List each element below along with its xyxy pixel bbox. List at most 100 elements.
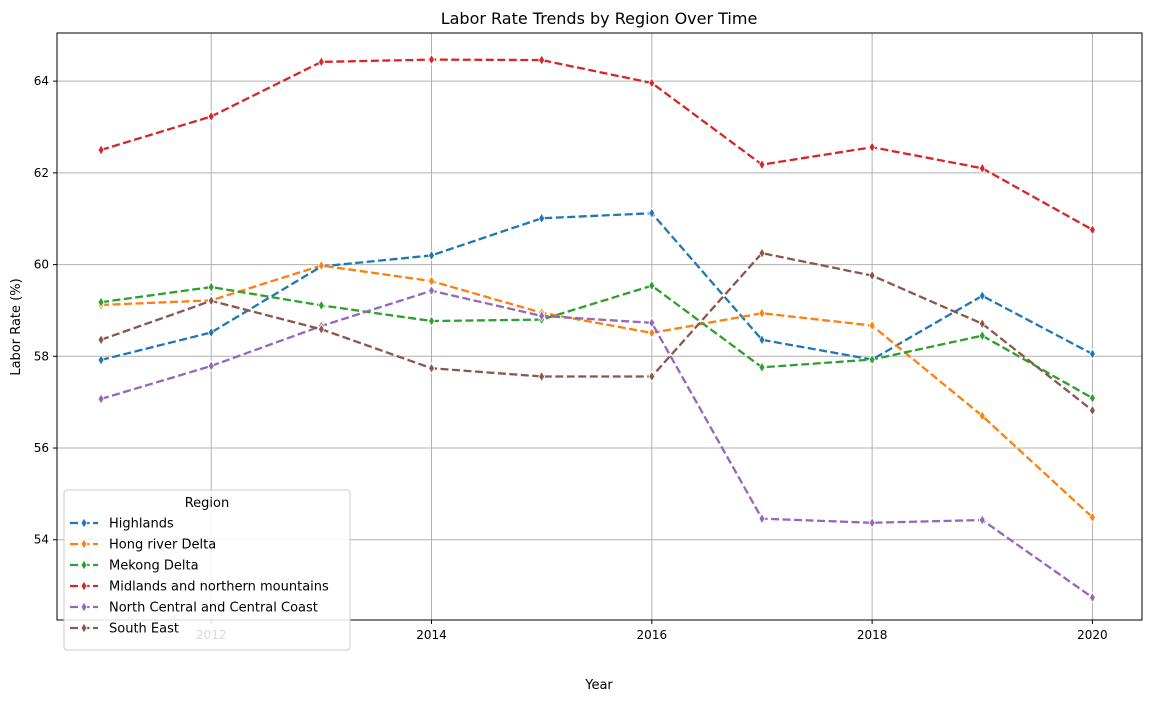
- x-tick-label: 2018: [857, 628, 888, 642]
- data-point: [648, 327, 656, 339]
- data-point: [428, 284, 435, 297]
- legend-box: [63, 489, 351, 651]
- data-point: [648, 370, 656, 383]
- series-line: [100, 289, 1094, 599]
- data-point: [428, 275, 435, 287]
- y-tick-label: 60: [34, 258, 49, 272]
- legend: Region Highlands Hong river Delta Mekong De…: [63, 489, 351, 651]
- legend-marker: [80, 622, 88, 634]
- series-4: [97, 284, 1096, 604]
- data-point: [758, 334, 766, 346]
- data-point: [317, 299, 325, 312]
- legend-label: Highlands: [109, 517, 174, 532]
- legend-marker: [80, 538, 88, 550]
- data-point: [868, 269, 876, 282]
- series-line: [100, 284, 1093, 400]
- data-point: [207, 360, 215, 372]
- data-point: [758, 512, 766, 525]
- data-point: [428, 315, 435, 327]
- data-point: [428, 53, 435, 66]
- legend-label: North Central and Central Coast: [109, 601, 318, 616]
- legend-title: Region: [185, 496, 230, 511]
- legend-item: North Central and Central Coast: [70, 601, 318, 616]
- x-tick-label: 2016: [637, 628, 668, 642]
- legend-item: Highlands: [70, 517, 174, 532]
- data-point: [868, 319, 876, 332]
- data-point: [538, 310, 546, 322]
- data-point: [1088, 348, 1096, 360]
- data-point: [538, 212, 546, 225]
- data-point: [758, 247, 766, 259]
- legend-item: South East: [70, 622, 179, 637]
- data-point: [978, 514, 986, 526]
- legend-item: Mekong Delta: [70, 559, 199, 574]
- y-tick-label: 56: [34, 441, 49, 455]
- x-axis-label: Year: [584, 678, 613, 693]
- data-point: [978, 162, 986, 175]
- y-axis-label: Labor Rate (%): [9, 278, 24, 375]
- data-point: [648, 317, 656, 329]
- chart-title: Labor Rate Trends by Region Over Time: [441, 9, 758, 28]
- legend-label: Mekong Delta: [109, 559, 199, 574]
- x-tick-label: 2014: [416, 628, 447, 642]
- legend-item: Hong river Delta: [70, 538, 216, 553]
- data-point: [1088, 404, 1096, 417]
- data-point: [97, 354, 105, 366]
- y-tick-label: 58: [34, 349, 49, 363]
- data-point: [648, 207, 656, 220]
- data-point: [317, 259, 325, 272]
- data-point: [428, 249, 435, 262]
- data-point: [207, 281, 215, 293]
- legend-marker: [80, 517, 88, 529]
- y-tick-label: 64: [34, 74, 49, 88]
- data-point: [1088, 511, 1096, 524]
- data-point: [207, 295, 215, 307]
- legend-item: Midlands and northern mountains: [70, 580, 329, 595]
- data-point: [207, 110, 215, 123]
- data-point: [868, 353, 876, 366]
- data-point: [1088, 591, 1096, 604]
- data-point: [538, 54, 546, 66]
- plot-frame: [56, 32, 1143, 621]
- data-point: [1088, 223, 1096, 236]
- data-point: [978, 289, 986, 302]
- series-line: [100, 251, 1094, 412]
- series-layer: [97, 53, 1096, 604]
- data-point: [758, 361, 766, 374]
- legend-marker: [80, 580, 88, 592]
- data-point: [648, 77, 656, 89]
- data-point: [97, 296, 105, 308]
- series-1: [97, 259, 1096, 524]
- data-point: [97, 144, 105, 156]
- legend-marker: [80, 559, 88, 571]
- series-5: [97, 247, 1096, 417]
- data-point: [978, 329, 986, 342]
- series-line: [101, 264, 1094, 519]
- data-point: [978, 317, 986, 330]
- data-point: [317, 323, 325, 336]
- data-point: [978, 410, 986, 422]
- y-tick-label: 54: [34, 533, 49, 547]
- data-point: [97, 393, 105, 405]
- data-point: [207, 326, 215, 339]
- data-point: [538, 370, 546, 383]
- data-point: [868, 141, 876, 153]
- series-0: [97, 207, 1096, 366]
- series-line: [100, 58, 1093, 231]
- legend-label: Hong river Delta: [109, 538, 216, 553]
- data-point: [868, 517, 876, 529]
- series-line: [100, 212, 1093, 362]
- y-tick-label: 62: [34, 166, 49, 180]
- x-tick-label: 2020: [1077, 628, 1108, 642]
- data-point: [758, 158, 766, 171]
- data-point: [648, 279, 656, 292]
- series-3: [97, 53, 1096, 236]
- legend-label: South East: [109, 622, 179, 637]
- data-point: [97, 334, 105, 346]
- data-point: [428, 362, 435, 375]
- series-2: [97, 279, 1096, 404]
- data-point: [1088, 392, 1096, 404]
- data-point: [317, 56, 325, 68]
- data-point: [758, 307, 766, 319]
